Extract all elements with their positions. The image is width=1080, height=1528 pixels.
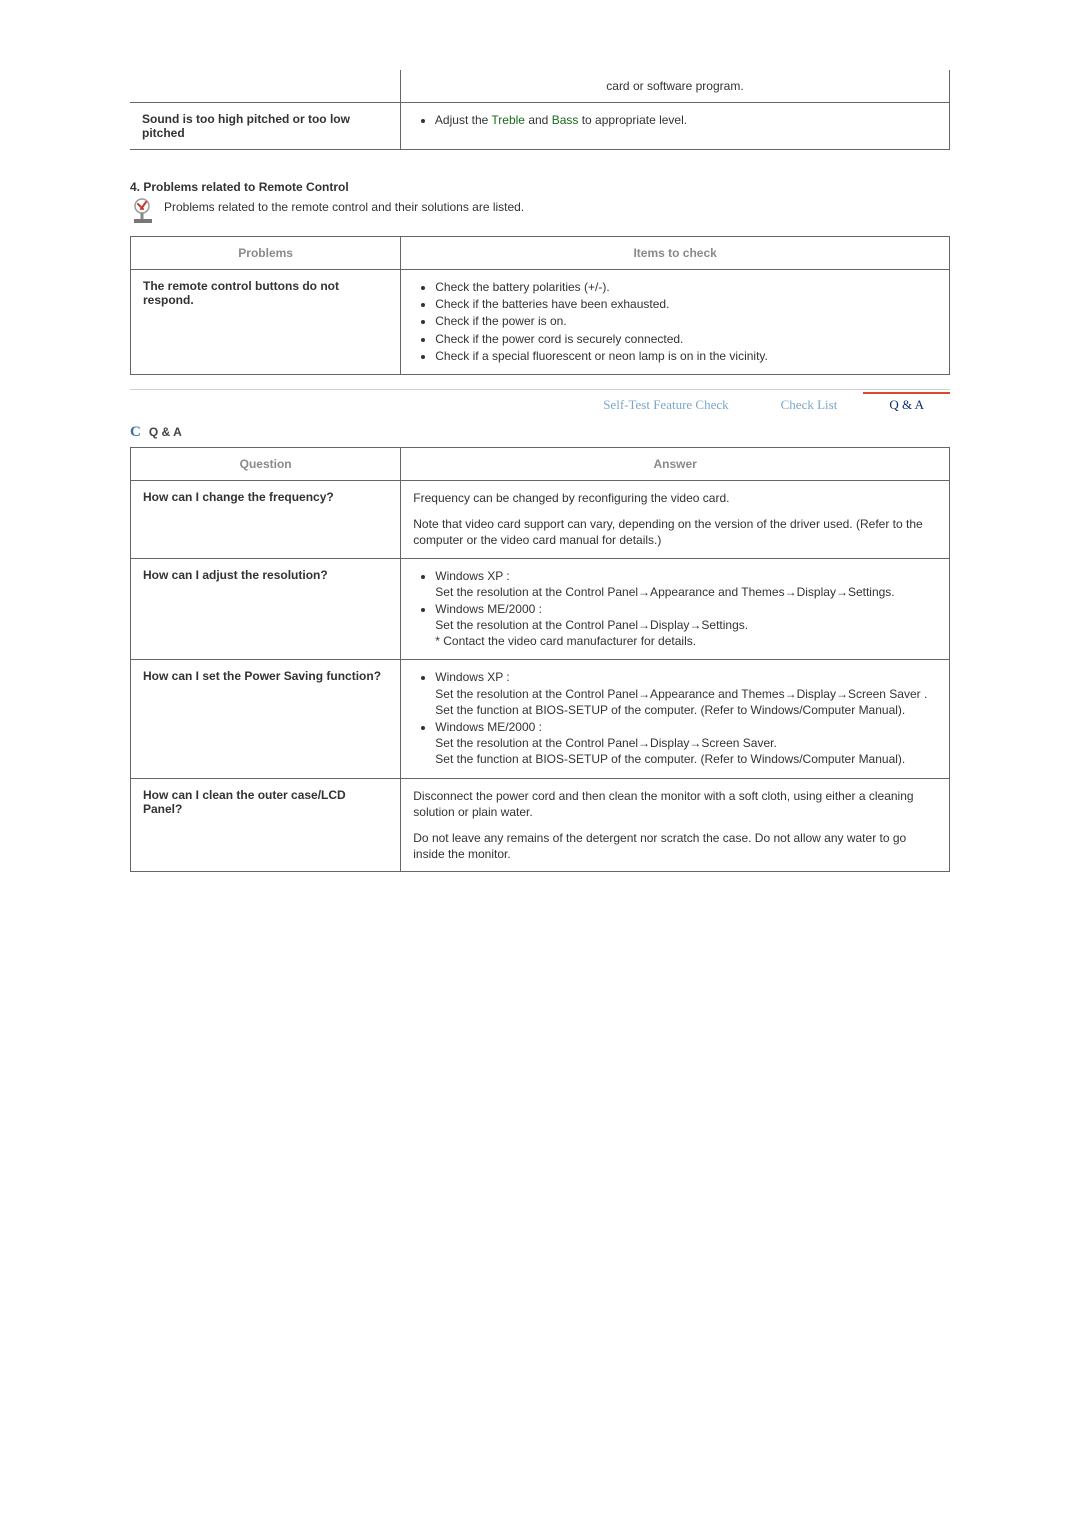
remote-header-items: Items to check bbox=[401, 237, 950, 270]
qa-answer-cell: Windows XP :Set the resolution at the Co… bbox=[401, 660, 950, 778]
sound-row1-items-cell: card or software program. bbox=[400, 70, 949, 103]
nav-tabs: Self-Test Feature Check Check List Q & A bbox=[130, 389, 950, 416]
txt-post: to appropriate level. bbox=[578, 113, 687, 127]
sound-row1-problem-cell bbox=[130, 70, 400, 103]
nav-qa[interactable]: Q & A bbox=[863, 392, 950, 413]
remote-troubleshoot-table: Problems Items to check The remote contr… bbox=[130, 236, 950, 375]
remote-item: Check if the power cord is securely conn… bbox=[435, 331, 937, 347]
nav-self-test[interactable]: Self-Test Feature Check bbox=[577, 392, 754, 413]
qa-answer-cell: Frequency can be changed by reconfigurin… bbox=[401, 480, 950, 558]
sound-troubleshoot-table-fragment: card or software program. Sound is too h… bbox=[130, 70, 950, 150]
qa-answer-item: Windows ME/2000 :Set the resolution at t… bbox=[435, 601, 937, 650]
remote-header-problems: Problems bbox=[131, 237, 401, 270]
txt-mid: and bbox=[525, 113, 552, 127]
qa-question-cell: How can I change the frequency? bbox=[131, 480, 401, 558]
qa-header-label: Q & A bbox=[149, 425, 182, 439]
remote-item: Check the battery polarities (+/-). bbox=[435, 279, 937, 295]
qa-header: C Q & A bbox=[130, 424, 950, 441]
qa-answer-cell: Windows XP :Set the resolution at the Co… bbox=[401, 558, 950, 660]
qa-row: How can I adjust the resolution? Windows … bbox=[131, 558, 950, 660]
qa-header-answer: Answer bbox=[401, 447, 950, 480]
qa-answer-para: Note that video card support can vary, d… bbox=[413, 516, 937, 548]
qa-answer-item: Windows XP :Set the resolution at the Co… bbox=[435, 568, 937, 600]
qa-question-cell: How can I set the Power Saving function? bbox=[131, 660, 401, 778]
remote-items-list: Check the battery polarities (+/-).Check… bbox=[413, 279, 937, 364]
qa-table: Question Answer How can I change the fre… bbox=[130, 447, 950, 872]
sound-row2-problem-cell: Sound is too high pitched or too low pit… bbox=[130, 103, 400, 150]
qa-answer-para: Do not leave any remains of the detergen… bbox=[413, 830, 937, 862]
qa-row: How can I set the Power Saving function?… bbox=[131, 660, 950, 778]
remote-note-row: Problems related to the remote control a… bbox=[130, 198, 950, 226]
remote-section-title: 4. Problems related to Remote Control bbox=[130, 180, 950, 194]
sound-row2-problem: Sound is too high pitched or too low pit… bbox=[142, 112, 350, 140]
treble-link[interactable]: Treble bbox=[491, 113, 525, 127]
remote-items-cell: Check the battery polarities (+/-).Check… bbox=[401, 270, 950, 375]
qa-answer-item: Windows XP :Set the resolution at the Co… bbox=[435, 669, 937, 718]
nav-check-list[interactable]: Check List bbox=[755, 392, 864, 413]
qa-answer-list: Windows XP :Set the resolution at the Co… bbox=[413, 669, 937, 767]
remote-item: Check if a special fluorescent or neon l… bbox=[435, 348, 937, 364]
qa-c-icon: C bbox=[130, 424, 141, 441]
sound-row2-items-cell: Adjust the Treble and Bass to appropriat… bbox=[400, 103, 949, 150]
qa-answer-list: Windows XP :Set the resolution at the Co… bbox=[413, 568, 937, 650]
qa-row: How can I change the frequency? Frequency… bbox=[131, 480, 950, 558]
note-icon bbox=[130, 198, 158, 226]
qa-row: How can I clean the outer case/LCD Panel… bbox=[131, 778, 950, 872]
qa-question-cell: How can I adjust the resolution? bbox=[131, 558, 401, 660]
qa-question-cell: How can I clean the outer case/LCD Panel… bbox=[131, 778, 401, 872]
bass-link[interactable]: Bass bbox=[552, 113, 579, 127]
remote-problem-text: The remote control buttons do not respon… bbox=[143, 279, 339, 307]
remote-item: Check if the batteries have been exhaust… bbox=[435, 296, 937, 312]
qa-answer-para: Disconnect the power cord and then clean… bbox=[413, 788, 937, 820]
sound-row1-text: card or software program. bbox=[606, 79, 743, 93]
remote-problem-cell: The remote control buttons do not respon… bbox=[131, 270, 401, 375]
qa-answer-para: Frequency can be changed by reconfigurin… bbox=[413, 490, 937, 506]
remote-note-text: Problems related to the remote control a… bbox=[164, 198, 524, 214]
sound-row2-item: Adjust the Treble and Bass to appropriat… bbox=[435, 112, 937, 128]
qa-header-question: Question bbox=[131, 447, 401, 480]
qa-answer-item: Windows ME/2000 :Set the resolution at t… bbox=[435, 719, 937, 768]
qa-answer-cell: Disconnect the power cord and then clean… bbox=[401, 778, 950, 872]
txt-pre: Adjust the bbox=[435, 113, 491, 127]
remote-item: Check if the power is on. bbox=[435, 313, 937, 329]
